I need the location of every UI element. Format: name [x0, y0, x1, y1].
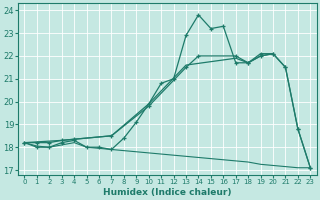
X-axis label: Humidex (Indice chaleur): Humidex (Indice chaleur) [103, 188, 232, 197]
